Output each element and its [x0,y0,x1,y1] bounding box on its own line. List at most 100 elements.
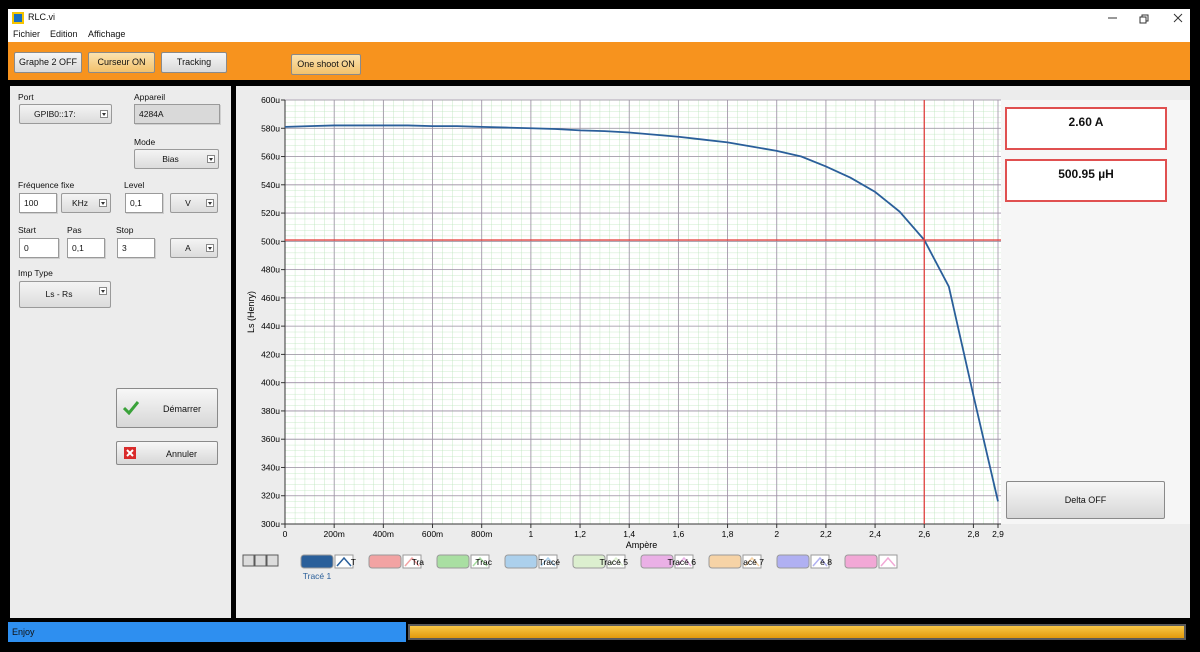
y-tick-label: 520u [261,208,280,218]
settings-panel [10,86,231,618]
y-tick-label: 320u [261,491,280,501]
x-tick-label: 1,4 [623,529,635,539]
stop-field[interactable]: 3 [117,238,155,258]
legend-icon [674,554,694,569]
y-tick-label: 440u [261,321,280,331]
legend-icon-line [812,556,828,567]
legend-swatch [572,554,606,569]
menu-item[interactable]: Affichage [88,29,126,39]
port-select[interactable]: GPIB0::17: [19,104,112,124]
label: Pas [67,225,82,235]
legend-icon-line [540,556,556,567]
legend-icon [606,554,626,569]
y-tick-label: 560u [261,152,280,162]
x-tick-label: 2 [774,529,779,539]
title-bar: RLC.vi [8,9,1190,27]
legend-icon-line [336,556,352,567]
toolbar-button[interactable]: Graphe 2 OFF [14,52,82,73]
minor-grid [285,100,1001,524]
x-tick-label: 2,4 [869,529,881,539]
y-tick-label: 460u [261,293,280,303]
cancel-button[interactable]: Annuler [116,441,218,465]
step-field[interactable]: 0,1 [67,238,105,258]
y-tick-label: 380u [261,406,280,416]
imp-type-select[interactable]: Ls - Rs [19,281,111,308]
toolbar-button[interactable]: One shoot ON [291,54,361,75]
legend-swatch [844,554,878,569]
mode-select[interactable]: Bias [134,149,219,169]
window-controls[interactable] [1104,12,1188,24]
button-label: Annuler [166,449,198,459]
label: Stop [116,225,134,235]
legend-icon [810,554,830,569]
stop-unit-select[interactable]: A [170,238,218,258]
legend-label: Tracé 6 [667,557,696,567]
toolbar-button[interactable]: Tracking [161,52,227,73]
inductance-readout: 500.95 µH [1005,159,1167,202]
frequency-unit-select[interactable]: KHz [61,193,111,213]
x-tick-label: 400m [373,529,394,539]
frequency-field[interactable]: 100 [19,193,57,213]
progress-fill [410,626,1184,638]
cancel-icon [124,447,136,459]
x-axis-title: Ampère [626,540,658,550]
legend-icon-line [880,556,896,567]
status-bar: Enjoy [8,622,406,642]
legend-icon [402,554,422,569]
x-tick-label: 200m [324,529,345,539]
app-icon [12,12,24,24]
x-tick-label: 600m [422,529,443,539]
x-tick-label: 2,6 [918,529,930,539]
legend-label: Tracé [539,557,561,567]
legend-label: Tracé 5 [599,557,628,567]
toolbar-button[interactable]: Curseur ON [88,52,155,73]
legend-swatch [368,554,402,569]
label: Start [18,225,36,235]
legend-icon-line [404,556,420,567]
y-tick-label: 300u [261,519,280,529]
delta-button[interactable]: Delta OFF [1006,481,1165,519]
legend-label: Trac [475,557,492,567]
legend-icon [334,554,354,569]
y-tick-label: 360u [261,434,280,444]
x-tick-label: 1,2 [574,529,586,539]
x-tick-label: 800m [471,529,492,539]
legend-label: T [351,557,356,567]
y-tick-label: 340u [261,462,280,472]
device-field: 4284A [134,104,220,124]
x-tick-label: 2,9 [992,529,1004,539]
legend-tool [254,554,267,567]
label: Level [124,180,145,190]
window-title: RLC.vi [28,12,56,22]
x-tick-label: 2,8 [967,529,979,539]
legend-swatch [640,554,674,569]
legend-icon-line [744,556,760,567]
y-tick-label: 420u [261,349,280,359]
x-tick-label: 1,6 [672,529,684,539]
start-button[interactable]: Démarrer [116,388,218,428]
toolbar: Graphe 2 OFF Curseur ON Tracking One sho… [8,42,1190,80]
menu-item[interactable]: Edition [50,29,78,39]
y-axis-title: Ls (Henry) [246,291,256,333]
legend-label: Tracé 1 [303,571,332,581]
level-unit-select[interactable]: V [170,193,218,213]
menu-item[interactable]: Fichier [13,29,41,39]
legend-icon [470,554,490,569]
level-field[interactable]: 0,1 [125,193,163,213]
start-field[interactable]: 0 [19,238,59,258]
legend-swatch [300,554,334,569]
legend-tool [242,554,255,567]
legend-swatch [436,554,470,569]
label: Port [18,92,34,102]
y-tick-label: 500u [261,236,280,246]
button-label: Démarrer [163,404,202,414]
label: Fréquence fixe [18,180,75,190]
legend-icon [538,554,558,569]
y-tick-label: 600u [261,95,280,105]
legend-icon-line [676,556,692,567]
x-tick-label: 1 [528,529,533,539]
legend-label: é 8 [820,557,832,567]
legend-label: Tra [412,557,425,567]
label: Imp Type [18,268,53,278]
